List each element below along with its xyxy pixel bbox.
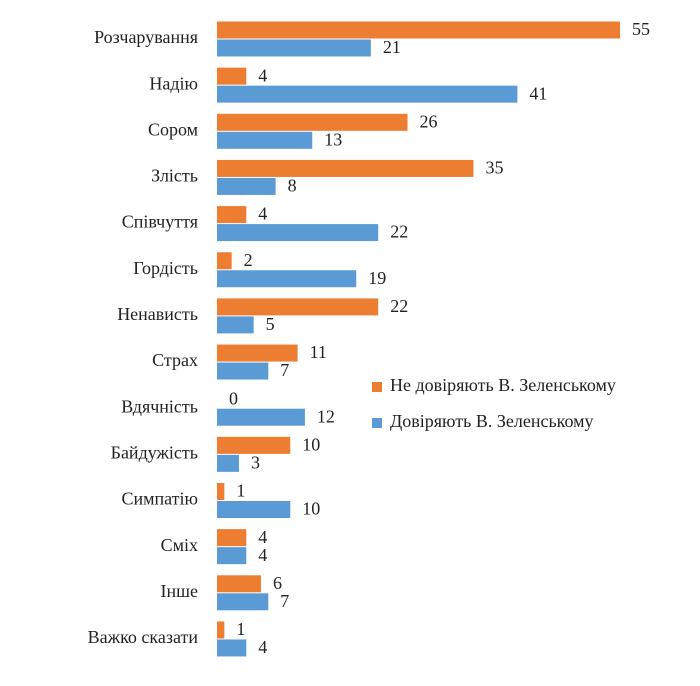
bar xyxy=(217,501,291,518)
bar xyxy=(217,21,620,39)
y-tick-label: Гордість xyxy=(133,258,198,278)
bar xyxy=(217,547,247,565)
bar xyxy=(217,131,313,149)
bar xyxy=(217,270,357,288)
bar xyxy=(217,344,298,362)
bar xyxy=(217,159,474,177)
bar xyxy=(217,436,291,454)
legend-swatch xyxy=(372,382,382,392)
value-label: 5 xyxy=(266,314,275,334)
value-label: 13 xyxy=(324,129,342,149)
bar xyxy=(217,454,239,472)
y-tick-label: Страх xyxy=(152,350,198,370)
value-label: 2 xyxy=(244,250,253,270)
y-tick-label: Сором xyxy=(148,119,198,139)
bar xyxy=(217,39,371,57)
value-label: 22 xyxy=(390,222,408,242)
bar xyxy=(217,575,261,593)
bar xyxy=(217,529,247,547)
value-label: 4 xyxy=(258,527,267,547)
value-label: 3 xyxy=(251,452,260,472)
y-tick-label: Симпатію xyxy=(122,489,199,509)
y-tick-label: Вдячність xyxy=(121,396,198,416)
value-label: 0 xyxy=(229,388,238,408)
bar xyxy=(217,316,254,334)
y-tick-label: Надію xyxy=(149,73,198,93)
value-label: 4 xyxy=(258,637,267,657)
bar xyxy=(217,67,247,85)
value-label: 55 xyxy=(632,19,650,39)
value-label: 6 xyxy=(273,573,282,593)
value-label: 4 xyxy=(258,545,267,565)
value-label: 7 xyxy=(280,591,289,611)
value-label: 12 xyxy=(317,406,335,426)
value-label: 8 xyxy=(288,176,297,196)
bar xyxy=(217,113,408,131)
bar xyxy=(217,408,305,426)
value-label: 7 xyxy=(280,360,289,380)
value-label: 4 xyxy=(258,65,267,85)
y-tick-label: Співчуття xyxy=(122,212,198,232)
value-label: 1 xyxy=(236,481,245,501)
y-tick-label: Важко сказати xyxy=(88,627,199,647)
value-label: 21 xyxy=(383,37,401,57)
bar xyxy=(217,362,269,380)
y-tick-label: Сміх xyxy=(161,535,198,555)
y-tick-label: Інше xyxy=(161,581,198,601)
bar xyxy=(217,593,269,611)
bar xyxy=(217,639,247,657)
value-label: 22 xyxy=(390,296,408,316)
bar xyxy=(217,483,225,500)
value-label: 4 xyxy=(258,204,267,224)
legend-label: Довіряють В. Зеленському xyxy=(390,411,594,431)
legend-swatch xyxy=(372,418,382,428)
value-label: 10 xyxy=(302,434,320,454)
value-label: 10 xyxy=(302,499,320,519)
bar xyxy=(217,252,232,270)
y-tick-label: Байдужість xyxy=(111,442,198,462)
bar xyxy=(217,298,379,316)
bar xyxy=(217,224,379,242)
value-label: 1 xyxy=(236,619,245,639)
bar xyxy=(217,621,225,639)
legend-label: Не довіряють В. Зеленському xyxy=(390,375,616,395)
y-tick-label: Ненависть xyxy=(117,304,198,324)
value-label: 41 xyxy=(529,83,547,103)
value-label: 26 xyxy=(420,111,438,131)
value-label: 19 xyxy=(368,268,386,288)
bar xyxy=(217,206,247,224)
value-label: 11 xyxy=(310,342,327,362)
bar xyxy=(217,85,518,103)
y-tick-label: Розчарування xyxy=(94,27,198,47)
bar xyxy=(217,177,276,195)
y-tick-label: Злість xyxy=(151,166,198,186)
value-label: 35 xyxy=(485,158,503,178)
